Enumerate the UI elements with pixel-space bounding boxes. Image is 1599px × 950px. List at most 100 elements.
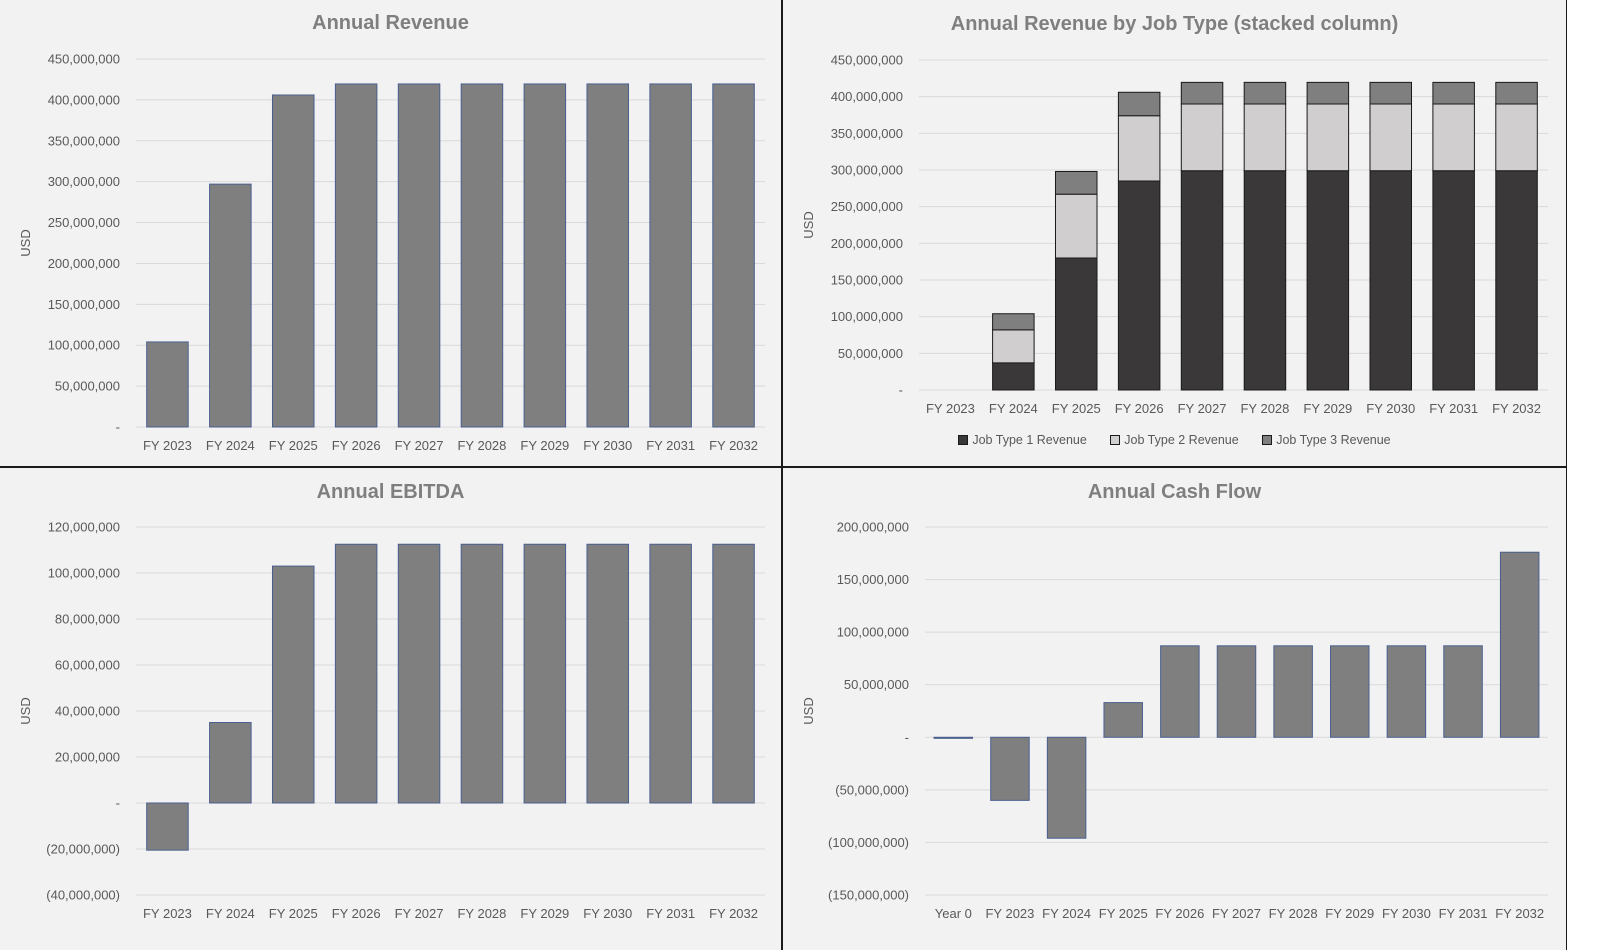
y-tick-label: - bbox=[116, 796, 120, 811]
annual-cash-flow-panel[interactable]: Annual Cash Flow (150,000,000) (100,000,0… bbox=[783, 468, 1566, 950]
stacked-bar-segment bbox=[992, 313, 1035, 331]
y-tick-label: 400,000,000 bbox=[831, 89, 903, 104]
y-tick-label: (150,000,000) bbox=[828, 888, 909, 903]
annual-ebitda-chart: (40,000,000) (20,000,000) - 20,000,000 40,00… bbox=[18, 520, 765, 921]
bar bbox=[460, 543, 504, 804]
y-axis-label: USD bbox=[801, 211, 816, 238]
chart-title: Annual Revenue by Job Type (stacked colu… bbox=[950, 13, 1399, 35]
x-tick-label: FY 2025 bbox=[269, 906, 318, 921]
stacked-bar-segment bbox=[1369, 170, 1413, 391]
right-edge-border bbox=[1566, 0, 1567, 950]
x-tick-label: FY 2026 bbox=[332, 906, 381, 921]
y-tick-label: 300,000,000 bbox=[831, 163, 903, 178]
stacked-bar-segment bbox=[1243, 81, 1287, 105]
x-tick-label: FY 2028 bbox=[457, 906, 506, 921]
x-tick-label: FY 2028 bbox=[1269, 906, 1318, 921]
y-tick-label: - bbox=[899, 383, 903, 398]
bar bbox=[146, 341, 189, 428]
bar bbox=[397, 543, 441, 804]
x-tick-label: FY 2029 bbox=[520, 438, 569, 453]
bar bbox=[271, 94, 315, 428]
x-tick-label: FY 2029 bbox=[1325, 906, 1374, 921]
bar bbox=[586, 543, 630, 804]
annual-revenue-panel[interactable]: Annual Revenue - 50,000,000 100,000,000 150… bbox=[0, 0, 781, 466]
y-axis-label: USD bbox=[18, 229, 33, 256]
y-tick-label: 350,000,000 bbox=[831, 126, 903, 141]
y-tick-label: 150,000,000 bbox=[837, 572, 909, 587]
x-tick-label: FY 2030 bbox=[1382, 906, 1431, 921]
x-tick-label: FY 2032 bbox=[709, 906, 758, 921]
x-tick-label: FY 2025 bbox=[1052, 401, 1101, 416]
y-tick-label: (20,000,000) bbox=[46, 842, 120, 857]
annual-ebitda-panel[interactable]: Annual EBITDA (40,000,000) (20,000,000) - 2… bbox=[0, 468, 781, 950]
stacked-bar-segment bbox=[1054, 193, 1098, 259]
legend-item-job-type-2: Job Type 2 Revenue bbox=[1110, 433, 1239, 447]
bar bbox=[712, 543, 755, 804]
stacked-bar-segment bbox=[1495, 103, 1538, 172]
stacked-bar-segment bbox=[1180, 103, 1224, 172]
bar bbox=[209, 722, 252, 804]
y-axis-label: USD bbox=[801, 697, 816, 724]
x-tick-label: FY 2023 bbox=[143, 906, 192, 921]
panel-divider-horizontal bbox=[0, 466, 1566, 468]
y-tick-label: 100,000,000 bbox=[831, 309, 903, 324]
y-tick-label: - bbox=[116, 420, 120, 435]
x-tick-label: FY 2029 bbox=[520, 906, 569, 921]
y-tick-label: 80,000,000 bbox=[55, 612, 120, 627]
legend-swatch bbox=[1262, 434, 1273, 445]
y-axis-label: USD bbox=[18, 697, 33, 724]
y-tick-label: 100,000,000 bbox=[48, 566, 120, 581]
x-tick-label: FY 2032 bbox=[709, 438, 758, 453]
bar bbox=[209, 183, 252, 428]
y-tick-label: 100,000,000 bbox=[837, 625, 909, 640]
x-tick-label: FY 2029 bbox=[1303, 401, 1352, 416]
bar bbox=[1386, 645, 1427, 738]
chart-title: Annual Revenue bbox=[312, 12, 469, 34]
bar bbox=[1443, 645, 1483, 738]
y-tick-label: 200,000,000 bbox=[831, 236, 903, 251]
stacked-bar-segment bbox=[1432, 170, 1475, 391]
stacked-bar-segment bbox=[1306, 170, 1350, 391]
stacked-bar-segment bbox=[1432, 103, 1475, 172]
stacked-bar-segment bbox=[1495, 81, 1538, 105]
x-tick-label: FY 2025 bbox=[1099, 906, 1148, 921]
bar bbox=[1046, 736, 1087, 839]
x-tick-label: FY 2024 bbox=[206, 438, 255, 453]
x-tick-label: FY 2030 bbox=[1366, 401, 1415, 416]
y-tick-label: 150,000,000 bbox=[48, 297, 120, 312]
y-tick-label: 400,000,000 bbox=[48, 92, 120, 107]
stacked-bar-segment bbox=[1432, 81, 1475, 105]
y-tick-label: (40,000,000) bbox=[46, 888, 120, 903]
x-tick-label: FY 2023 bbox=[143, 438, 192, 453]
x-tick-label: FY 2027 bbox=[395, 438, 444, 453]
revenue-by-job-type-chart: - 50,000,000 100,000,000 150,000,000 200,000… bbox=[801, 53, 1548, 416]
stacked-bar-segment bbox=[1180, 170, 1224, 391]
stacked-bar-segment bbox=[1306, 103, 1350, 172]
y-tick-label: 50,000,000 bbox=[838, 346, 903, 361]
chart-title: Annual Cash Flow bbox=[1087, 481, 1262, 503]
bar bbox=[586, 83, 630, 428]
y-tick-label: 50,000,000 bbox=[844, 677, 909, 692]
legend: Job Type 1 Revenue Job Type 2 Revenue Jo… bbox=[783, 433, 1566, 447]
x-tick-label: FY 2023 bbox=[985, 906, 1034, 921]
y-tick-label: 200,000,000 bbox=[48, 256, 120, 271]
annual-cash-flow-chart: (150,000,000) (100,000,000) (50,000,000) - 5… bbox=[801, 520, 1548, 921]
y-tick-label: 250,000,000 bbox=[831, 199, 903, 214]
x-tick-label: FY 2028 bbox=[457, 438, 506, 453]
stacked-bar-segment bbox=[1369, 103, 1413, 172]
legend-label: Job Type 1 Revenue bbox=[972, 433, 1087, 447]
bar bbox=[1330, 645, 1370, 738]
y-tick-label: 40,000,000 bbox=[55, 704, 120, 719]
y-tick-label: 50,000,000 bbox=[55, 379, 120, 394]
stacked-bar-segment bbox=[1243, 170, 1287, 391]
bar bbox=[397, 83, 441, 428]
revenue-by-job-type-panel[interactable]: Annual Revenue by Job Type (stacked colu… bbox=[783, 0, 1566, 466]
x-tick-label: FY 2031 bbox=[646, 438, 695, 453]
x-tick-label: FY 2027 bbox=[1178, 401, 1227, 416]
y-tick-label: 60,000,000 bbox=[55, 658, 120, 673]
bar bbox=[1499, 551, 1540, 738]
x-tick-label: FY 2026 bbox=[1115, 401, 1164, 416]
stacked-bar-segment bbox=[1117, 91, 1161, 117]
y-tick-label: (50,000,000) bbox=[835, 782, 909, 797]
y-tick-label: 200,000,000 bbox=[837, 520, 909, 535]
